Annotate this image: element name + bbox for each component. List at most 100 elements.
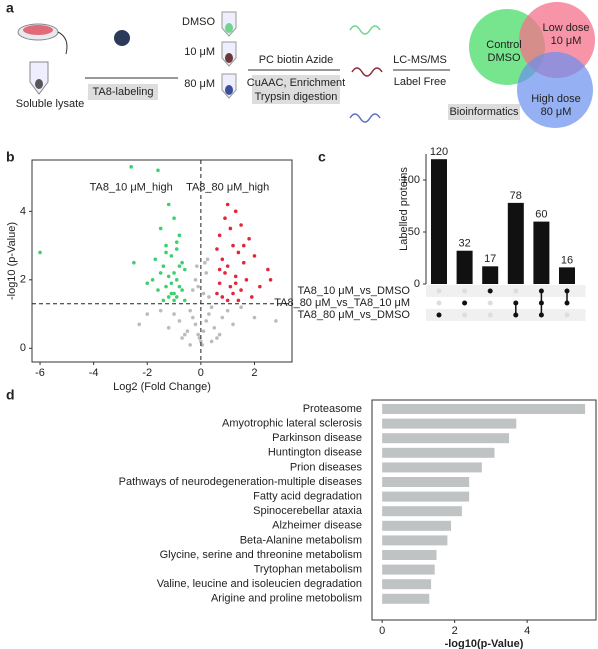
point xyxy=(161,298,166,303)
matrix-dot xyxy=(487,288,493,294)
point xyxy=(228,284,233,289)
point xyxy=(166,325,171,330)
point xyxy=(174,247,179,251)
point xyxy=(217,281,222,286)
bulb xyxy=(114,30,130,46)
category-label: Valine, leucine and isoleucien degradati… xyxy=(157,578,362,590)
y-tick-label: 100 xyxy=(402,174,420,186)
pellet xyxy=(35,79,43,89)
point xyxy=(191,288,195,292)
point xyxy=(169,291,174,296)
set-label: TA8_10 μM_vs_DMSO xyxy=(297,285,410,297)
set-label: TA8_80 μM_vs_DMSO xyxy=(297,309,410,321)
point xyxy=(182,298,187,303)
annotation: TA8_80 μM_high xyxy=(186,181,269,193)
dose-label: DMSO xyxy=(182,16,215,28)
x-tick-label: -4 xyxy=(89,367,99,379)
x-axis-label: -log10(p-Value) xyxy=(445,638,524,649)
row-stripe xyxy=(426,285,586,297)
y-tick-label: 0 xyxy=(20,342,26,354)
panel-label: a xyxy=(6,0,14,16)
point xyxy=(145,312,150,316)
bar xyxy=(482,266,499,284)
x-tick-label: 4 xyxy=(524,625,530,637)
point xyxy=(252,254,257,258)
matrix-dot-empty xyxy=(564,312,570,318)
point xyxy=(233,274,238,279)
venn-label: High dose xyxy=(531,93,581,105)
point xyxy=(220,295,225,299)
workflow: Soluble lysate TA8-labeling DMSO 10 μM 8… xyxy=(16,2,595,128)
point xyxy=(158,271,163,275)
point xyxy=(174,278,179,282)
point xyxy=(249,295,254,299)
category-label: Trytophan metabolism xyxy=(254,564,362,576)
point xyxy=(196,332,200,337)
category-label: Alzheimer disease xyxy=(272,520,362,532)
point xyxy=(172,216,176,221)
value-label: 32 xyxy=(458,238,470,250)
point xyxy=(268,278,273,282)
point xyxy=(228,226,233,231)
venn-label: Control xyxy=(486,39,521,51)
point xyxy=(223,271,227,275)
matrix-dot xyxy=(462,300,468,306)
point xyxy=(215,247,219,251)
value-label: 120 xyxy=(430,146,448,158)
point xyxy=(156,168,160,173)
y-tick-label: 50 xyxy=(408,226,420,238)
point xyxy=(252,315,257,320)
matrix-dot-empty xyxy=(462,288,468,294)
point xyxy=(195,264,199,268)
y-tick-label: 0 xyxy=(414,278,420,290)
matrix-dot xyxy=(513,312,519,318)
peptide xyxy=(351,67,383,77)
panel-label: c xyxy=(318,149,326,165)
point xyxy=(132,260,136,265)
step-label: CuAAC, Enrichment xyxy=(247,77,345,89)
y-axis-label: -log10 (p-Value) xyxy=(6,222,18,300)
point xyxy=(150,278,155,282)
point xyxy=(209,339,214,344)
bar xyxy=(382,550,437,560)
step-box xyxy=(448,104,520,120)
bar xyxy=(382,477,470,487)
bar xyxy=(456,250,473,284)
point xyxy=(161,264,166,268)
venn-circle xyxy=(517,52,593,128)
venn-label: Low dose xyxy=(542,22,589,34)
category-label: Fatty acid degradation xyxy=(253,491,362,503)
bar xyxy=(382,462,482,473)
value-label: 16 xyxy=(561,254,573,266)
point xyxy=(220,315,225,320)
x-tick-label: 2 xyxy=(251,367,257,379)
venn-label: 10 μM xyxy=(551,35,582,47)
point xyxy=(231,291,235,296)
point xyxy=(174,295,179,299)
point xyxy=(225,308,230,313)
plot-frame xyxy=(31,159,293,363)
category-label: Glycine, serine and threonine metabolism xyxy=(160,549,362,561)
point xyxy=(172,271,176,275)
bar xyxy=(382,593,430,604)
point xyxy=(164,284,168,289)
bar xyxy=(382,433,510,444)
value-label: 60 xyxy=(535,209,547,221)
point xyxy=(182,267,187,272)
matrix-dot-empty xyxy=(487,300,493,306)
point xyxy=(225,202,230,207)
point xyxy=(177,264,182,268)
point xyxy=(236,298,241,303)
point xyxy=(220,257,225,262)
bar xyxy=(382,506,462,517)
point xyxy=(247,236,251,241)
pellet xyxy=(225,53,233,63)
point xyxy=(203,260,207,265)
value-label: 17 xyxy=(484,253,496,265)
category-label: Huntington disease xyxy=(268,447,362,459)
x-tick-label: -2 xyxy=(142,367,152,379)
matrix-dot-empty xyxy=(513,288,519,294)
y-tick-label: 2 xyxy=(20,274,26,286)
point xyxy=(217,332,222,337)
point xyxy=(274,319,278,323)
